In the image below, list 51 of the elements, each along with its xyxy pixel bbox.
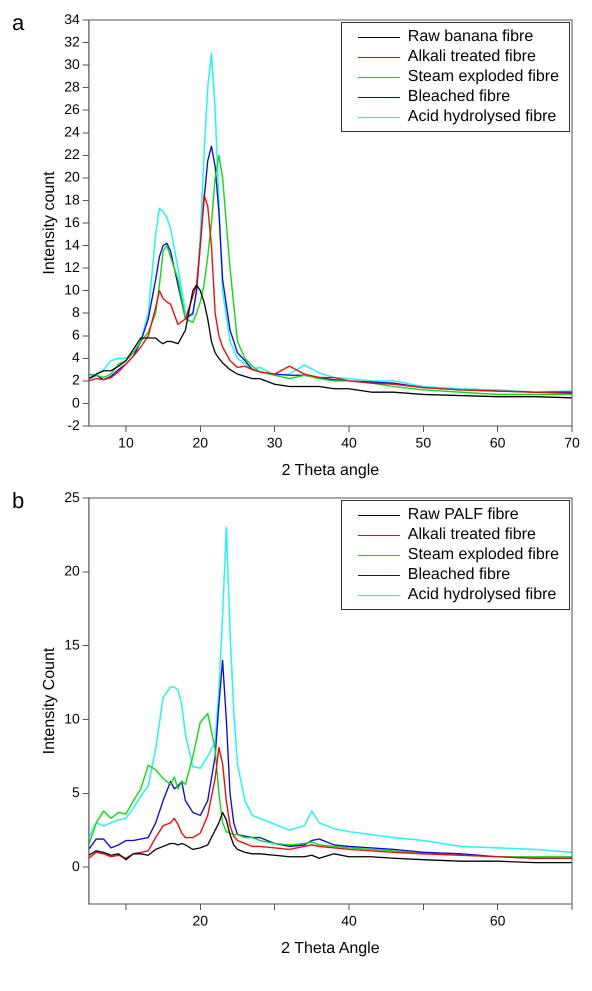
legend-label: Acid hydrolysed fibre bbox=[408, 585, 556, 605]
x-tick-label: 30 bbox=[266, 434, 283, 450]
y-tick-label: 10 bbox=[64, 282, 80, 298]
y-tick-label: 32 bbox=[64, 33, 80, 50]
y-tick-label: 20 bbox=[64, 562, 80, 579]
y-tick-label: 2 bbox=[72, 372, 80, 388]
legend-label: Raw PALF fibre bbox=[408, 505, 519, 525]
x-tick-label: 20 bbox=[192, 434, 208, 450]
y-tick-label: 12 bbox=[64, 258, 80, 275]
y-tick-label: 22 bbox=[64, 146, 80, 162]
legend-label: Alkali treated fibre bbox=[408, 47, 536, 67]
x-tick-label: 40 bbox=[341, 912, 357, 928]
x-tick-label: 50 bbox=[416, 434, 432, 450]
legend-label: Alkali treated fibre bbox=[408, 525, 536, 545]
y-tick-label: 10 bbox=[64, 710, 80, 726]
y-tick-label: 6 bbox=[72, 326, 80, 343]
y-tick-label: 25 bbox=[64, 488, 80, 505]
y-tick-label: -2 bbox=[67, 416, 80, 433]
x-tick-label: 40 bbox=[341, 434, 357, 450]
x-tick-label: 10 bbox=[118, 434, 134, 450]
x-axis-title: 2 Theta angle bbox=[282, 462, 380, 479]
y-axis-title: Intensity Count bbox=[41, 647, 58, 754]
y-tick-label: 8 bbox=[72, 304, 80, 320]
x-tick-label: 60 bbox=[490, 912, 506, 928]
x-tick-label: 60 bbox=[490, 434, 506, 450]
legend-label: Steam exploded fibre bbox=[408, 545, 559, 565]
legend-label: Bleached fibre bbox=[408, 87, 510, 107]
x-tick-label: 20 bbox=[192, 912, 208, 928]
y-tick-label: 28 bbox=[64, 78, 80, 95]
legend-label: Steam exploded fibre bbox=[408, 67, 559, 87]
y-tick-label: 14 bbox=[64, 236, 80, 252]
x-axis-title: 2 Theta Angle bbox=[281, 940, 380, 957]
y-tick-label: 20 bbox=[64, 168, 80, 185]
y-tick-label: 18 bbox=[64, 191, 80, 208]
x-tick-label: 70 bbox=[564, 434, 580, 450]
legend-label: Acid hydrolysed fibre bbox=[408, 107, 556, 127]
text: a bbox=[12, 10, 24, 36]
text: b bbox=[12, 488, 24, 514]
y-tick-label: 0 bbox=[72, 858, 80, 874]
y-tick-label: 16 bbox=[64, 214, 80, 230]
y-tick-label: 0 bbox=[72, 394, 80, 410]
y-tick-label: 15 bbox=[64, 636, 80, 652]
y-tick-label: 4 bbox=[72, 349, 80, 366]
legend-label: Bleached fibre bbox=[408, 565, 510, 585]
y-tick-label: 5 bbox=[72, 784, 80, 800]
legend-label: Raw banana fibre bbox=[408, 27, 534, 47]
y-tick-label: 34 bbox=[64, 10, 80, 27]
y-tick-label: 26 bbox=[64, 101, 80, 118]
y-tick-label: 30 bbox=[64, 56, 80, 72]
y-axis-title: Intensity count bbox=[41, 170, 58, 275]
y-tick-label: 24 bbox=[64, 124, 80, 140]
